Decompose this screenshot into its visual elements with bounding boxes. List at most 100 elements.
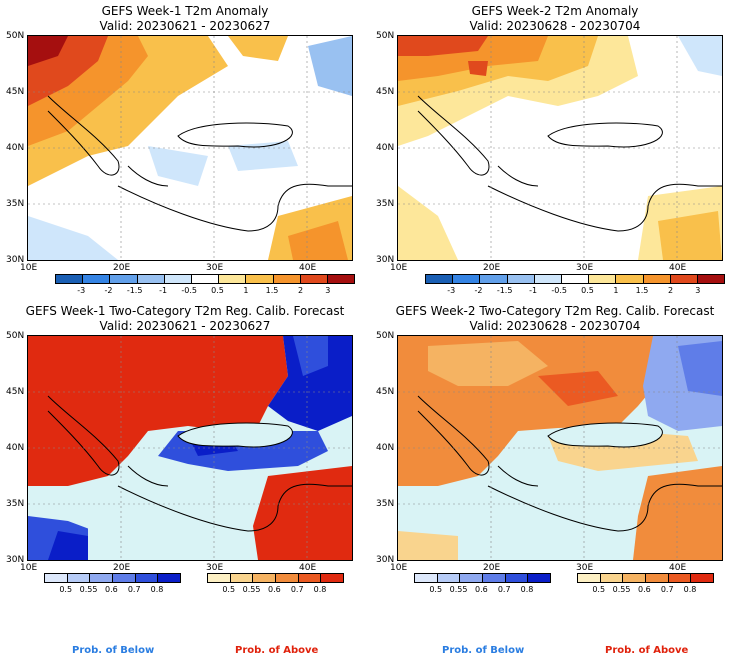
colorbar-tick-label: 2	[297, 286, 304, 295]
colorbar-tick-label: 0.5	[581, 286, 594, 295]
anomaly-map	[27, 35, 353, 261]
lon-label: 20E	[483, 563, 501, 573]
lat-label: 45N	[376, 87, 395, 97]
colorbar-swatch	[426, 275, 454, 283]
panel-valid-dates: Valid: 20230628 - 20230704	[469, 19, 641, 33]
panel-week2-probability: GEFS Week-2 Two-Category T2m Reg. Calib.…	[370, 300, 740, 662]
colorbar-tick-label: -1	[159, 286, 168, 295]
colorbar-swatch	[437, 574, 461, 582]
colorbar-swatch	[230, 574, 254, 582]
colorbar-tick-label: -1.5	[496, 286, 513, 295]
colorbar-tick-label: -1.5	[126, 286, 143, 295]
prob-below-label: Prob. of Below	[72, 645, 155, 656]
colorbar-swatch	[415, 574, 438, 582]
colorbar-swatch	[298, 574, 322, 582]
colorbar-swatch	[208, 574, 231, 582]
colorbar-swatch	[253, 574, 277, 582]
colorbar-tick-label: 0.55	[79, 585, 98, 594]
colorbar-swatch	[137, 275, 165, 283]
lat-label: 45N	[376, 387, 395, 397]
colorbar-swatch	[507, 275, 535, 283]
panel-valid-dates: Valid: 20230621 - 20230627	[99, 19, 271, 33]
colorbar-swatch	[276, 574, 299, 582]
colorbar-tick-label: 0.7	[497, 585, 511, 594]
colorbar-swatch	[668, 574, 692, 582]
colorbar-tick-label: 1.5	[635, 286, 649, 295]
colorbar-swatch	[561, 275, 590, 283]
colorbar-tick-label: 0.5	[211, 286, 224, 295]
below-colorbar	[414, 573, 551, 583]
colorbar-swatch	[534, 275, 562, 283]
colorbar-swatch	[578, 574, 601, 582]
colorbar-tick-label: 0.6	[105, 585, 118, 594]
colorbar-swatch	[505, 574, 529, 582]
colorbar-tick-label: 1	[243, 286, 249, 295]
lat-label: 50N	[376, 31, 395, 41]
above-colorbar	[207, 573, 344, 583]
prob-above-label: Prob. of Above	[605, 645, 689, 656]
anomaly-map	[397, 35, 723, 261]
colorbar-swatch	[697, 275, 725, 283]
colorbar-swatch	[83, 275, 111, 283]
lon-label: 30E	[576, 263, 594, 273]
below-colorbar	[44, 573, 181, 583]
lat-label: 30N	[376, 555, 395, 565]
colorbar-swatch	[56, 275, 84, 283]
lat-label: 40N	[6, 443, 25, 453]
colorbar-tick-label: 0.6	[268, 585, 281, 594]
lon-label: 30E	[206, 263, 224, 273]
colorbar-tick-label: 2	[667, 286, 674, 295]
lon-label: 20E	[483, 263, 501, 273]
lat-label: 30N	[6, 255, 25, 265]
colorbar-swatch	[460, 574, 484, 582]
lon-label: 10E	[20, 263, 38, 273]
colorbar-tick-label: 0.7	[290, 585, 304, 594]
colorbar-swatch	[646, 574, 669, 582]
colorbar-tick-label: -0.5	[551, 286, 567, 295]
colorbar-tick-label: -3	[77, 286, 86, 295]
colorbar-tick-label: 0.5	[222, 585, 236, 594]
colorbar-tick-label: -2	[474, 286, 483, 295]
lat-label: 40N	[6, 143, 25, 153]
lon-label: 10E	[390, 563, 408, 573]
colorbar-swatch	[110, 275, 138, 283]
colorbar-swatch	[670, 275, 698, 283]
colorbar-tick-label: 0.8	[150, 585, 164, 594]
lon-label: 40E	[669, 263, 687, 273]
above-colorbar	[577, 573, 714, 583]
colorbar-swatch	[246, 275, 274, 283]
colorbar-swatch	[135, 574, 159, 582]
colorbar-tick-label: 0.55	[449, 585, 468, 594]
colorbar-swatch	[691, 574, 714, 582]
panel-title: GEFS Week-1 Two-Category T2m Reg. Calib.…	[25, 304, 345, 318]
colorbar-swatch	[589, 275, 617, 283]
colorbar-tick-label: 0.7	[127, 585, 141, 594]
colorbar-swatch	[90, 574, 114, 582]
lat-label: 35N	[376, 499, 395, 509]
colorbar-swatch	[321, 574, 344, 582]
colorbar-swatch	[623, 574, 647, 582]
lat-label: 30N	[376, 255, 395, 265]
lon-label: 20E	[113, 263, 131, 273]
colorbar-swatch	[191, 275, 220, 283]
colorbar-swatch	[158, 574, 181, 582]
colorbar-swatch	[219, 275, 247, 283]
panel-week1-anomaly: GEFS Week-1 T2m Anomaly Valid: 20230621 …	[0, 0, 370, 300]
colorbar-tick-label: -1	[529, 286, 538, 295]
colorbar-swatch	[67, 574, 91, 582]
colorbar-swatch	[480, 275, 508, 283]
prob-above-label: Prob. of Above	[235, 645, 319, 656]
colorbar-tick-label: 0.8	[683, 585, 697, 594]
lat-label: 35N	[376, 199, 395, 209]
lon-label: 30E	[576, 563, 594, 573]
panel-valid-dates: Valid: 20230621 - 20230627	[99, 319, 271, 333]
lon-label: 40E	[669, 563, 687, 573]
prob-below-label: Prob. of Below	[442, 645, 525, 656]
lat-label: 50N	[6, 331, 25, 341]
colorbar-swatch	[528, 574, 551, 582]
colorbar-tick-label: 1.5	[265, 286, 279, 295]
colorbar-swatch	[600, 574, 624, 582]
lon-label: 30E	[206, 563, 224, 573]
colorbar-swatch	[300, 275, 328, 283]
probability-map	[397, 335, 723, 561]
